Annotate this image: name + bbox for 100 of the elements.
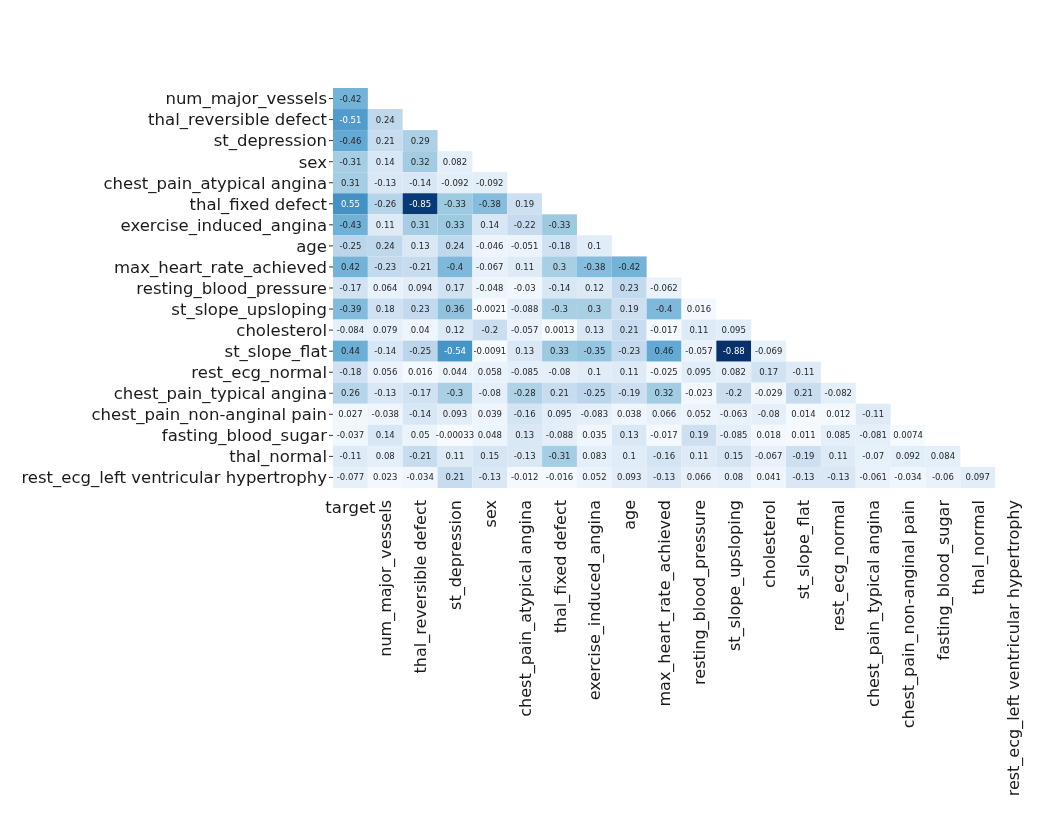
data-label: 0.31 — [340, 177, 360, 188]
data-label: 0.014 — [791, 409, 816, 420]
data-label: 0.085 — [826, 430, 851, 441]
data-label: 0.018 — [756, 430, 781, 441]
data-label: -0.00033 — [435, 430, 475, 441]
data-label: -0.057 — [685, 346, 713, 357]
data-label: 0.24 — [375, 240, 395, 251]
data-label: 0.04 — [410, 325, 430, 336]
data-label: 0.11 — [619, 367, 639, 378]
data-label: 0.097 — [965, 472, 990, 483]
x-tick-label: rest_ecg_left ventricular hypertrophy — [1003, 500, 1024, 797]
data-label: -0.081 — [859, 430, 887, 441]
data-label: -0.046 — [476, 240, 504, 251]
data-label: -0.13 — [653, 472, 676, 483]
data-label: 0.084 — [930, 451, 956, 462]
data-label: -0.057 — [510, 325, 539, 336]
data-label: 0.3 — [552, 261, 567, 272]
data-label: -0.26 — [374, 198, 397, 209]
data-label: -0.084 — [336, 325, 365, 336]
x-tick-label: rest_ecg_normal — [829, 500, 850, 632]
data-label: -0.33 — [548, 219, 571, 230]
data-label: -0.46 — [339, 135, 362, 146]
data-label: -0.051 — [510, 240, 539, 251]
data-label: -0.21 — [409, 261, 432, 272]
data-label: -0.19 — [792, 451, 815, 462]
data-label: -0.034 — [894, 472, 922, 483]
data-label: -0.18 — [548, 240, 571, 251]
data-label: 0.016 — [686, 304, 712, 315]
data-label: 0.044 — [442, 367, 468, 378]
data-label: 0.11 — [828, 451, 848, 462]
data-label: -0.08 — [757, 409, 780, 420]
data-label: -0.23 — [374, 261, 397, 272]
data-label: 0.08 — [724, 472, 744, 483]
data-label: 0.11 — [445, 451, 465, 462]
data-label: -0.31 — [339, 156, 362, 167]
data-label: -0.0021 — [473, 304, 507, 315]
data-label: 0.46 — [654, 346, 674, 357]
data-label: 0.11 — [689, 451, 709, 462]
data-label: 0.093 — [617, 472, 642, 483]
y-tick-label: st_slope_flat — [224, 342, 328, 363]
data-label: -0.3 — [551, 304, 568, 315]
data-label: -0.048 — [476, 283, 504, 293]
data-label: -0.07 — [862, 451, 885, 462]
data-label: 0.093 — [442, 409, 468, 420]
data-label: 0.44 — [340, 346, 360, 357]
y-tick-label: cholesterol — [236, 320, 327, 340]
y-tick-label: resting_blood_pressure — [136, 278, 327, 299]
data-label: 0.55 — [340, 198, 360, 209]
data-label: -0.17 — [339, 283, 362, 293]
data-label: -0.28 — [513, 388, 536, 399]
data-label: -0.13 — [478, 472, 501, 483]
x-tick-label: thal_normal — [968, 500, 989, 595]
data-label: 0.095 — [686, 367, 712, 378]
data-label: 0.095 — [547, 409, 572, 420]
data-label: 0.083 — [582, 451, 607, 462]
data-label: -0.25 — [339, 240, 362, 251]
data-label: 0.052 — [686, 409, 712, 420]
y-tick-label: num_major_vessels — [165, 89, 327, 110]
data-label: -0.13 — [374, 388, 397, 399]
x-tick-label: fasting_blood_sugar — [933, 499, 954, 661]
y-tick-label: chest_pain_atypical angina — [103, 173, 327, 194]
data-label: -0.16 — [513, 409, 536, 420]
data-label: 0.21 — [794, 388, 813, 399]
data-label: 0.064 — [373, 283, 398, 293]
data-label: -0.025 — [650, 367, 678, 378]
data-label: 0.0013 — [544, 325, 575, 336]
data-label: 0.36 — [445, 304, 465, 315]
data-label: 0.082 — [442, 156, 468, 167]
data-label: -0.14 — [374, 346, 397, 357]
data-label: -0.88 — [722, 346, 745, 357]
data-label: 0.13 — [584, 325, 604, 336]
data-label: 0.056 — [373, 367, 398, 378]
data-label: 0.15 — [724, 451, 744, 462]
data-label: 0.23 — [619, 283, 639, 293]
x-tick-label: thal_fixed defect — [550, 500, 571, 634]
data-label: -0.35 — [583, 346, 606, 357]
data-label: 0.13 — [410, 240, 430, 251]
y-tick-label: chest_pain_typical angina — [113, 384, 327, 405]
data-label: -0.017 — [650, 430, 678, 441]
x-tick-label: sex — [480, 500, 500, 528]
data-label: 0.24 — [375, 114, 395, 125]
data-label: 0.12 — [584, 283, 604, 293]
data-label: 0.011 — [791, 430, 816, 441]
x-tick-label: cholesterol — [759, 500, 779, 588]
data-label: -0.016 — [545, 472, 574, 483]
data-label: -0.082 — [824, 388, 853, 399]
data-label: -0.11 — [792, 367, 815, 378]
y-tick-label: st_slope_upsloping — [171, 299, 327, 320]
data-label: 0.19 — [689, 430, 709, 441]
data-label: -0.31 — [548, 451, 571, 462]
data-label: -0.038 — [371, 409, 399, 420]
data-label: 0.092 — [895, 451, 921, 462]
data-label: -0.06 — [931, 472, 954, 483]
data-label: -0.13 — [374, 177, 397, 188]
data-label: 0.21 — [550, 388, 569, 399]
data-label: 0.21 — [619, 325, 639, 336]
y-tick-label: chest_pain_non-anginal pain — [91, 405, 327, 426]
data-label: -0.42 — [618, 261, 641, 272]
y-tick-label: sex — [298, 152, 328, 172]
data-label: 0.21 — [445, 472, 465, 483]
